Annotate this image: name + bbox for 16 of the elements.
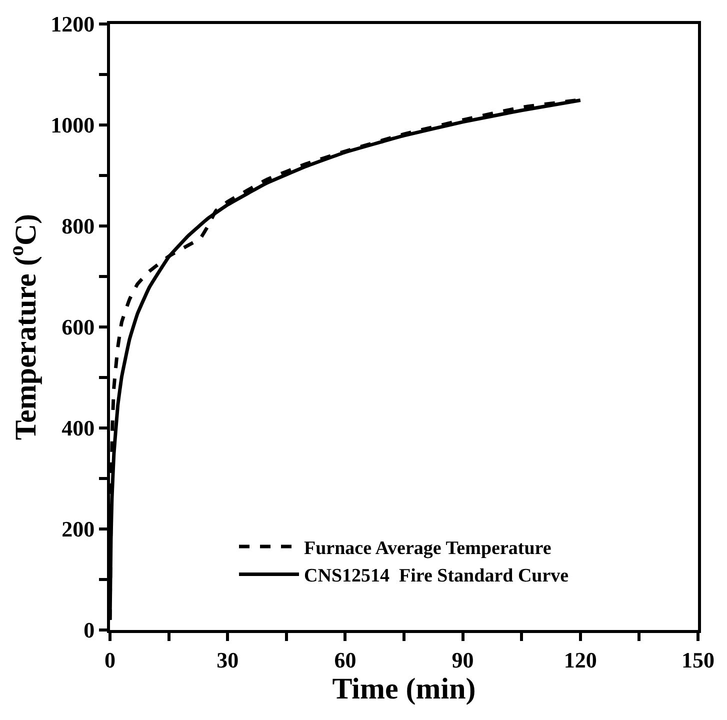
x-tick-label: 30 <box>216 647 239 672</box>
y-tick-label: 600 <box>62 314 95 340</box>
y-tick-label: 1000 <box>50 112 95 138</box>
legend-label: CNS12514 Fire Standard Curve <box>304 566 569 587</box>
y-tick-label: 200 <box>62 516 95 542</box>
x-tick-label: 150 <box>682 647 714 672</box>
y-tick-label: 800 <box>62 214 95 239</box>
x-tick-label: 60 <box>334 647 356 672</box>
legend-label: Furnace Average Temperature <box>304 538 552 559</box>
x-tick-label: 90 <box>452 647 474 672</box>
y-tick-label: 0 <box>84 618 95 643</box>
y-tick-label: 1200 <box>50 12 95 37</box>
x-tick-label: 0 <box>104 647 116 672</box>
x-axis-title: Time (min) <box>332 672 476 706</box>
x-tick-label: 120 <box>564 647 597 672</box>
y-tick-label: 400 <box>62 416 95 441</box>
